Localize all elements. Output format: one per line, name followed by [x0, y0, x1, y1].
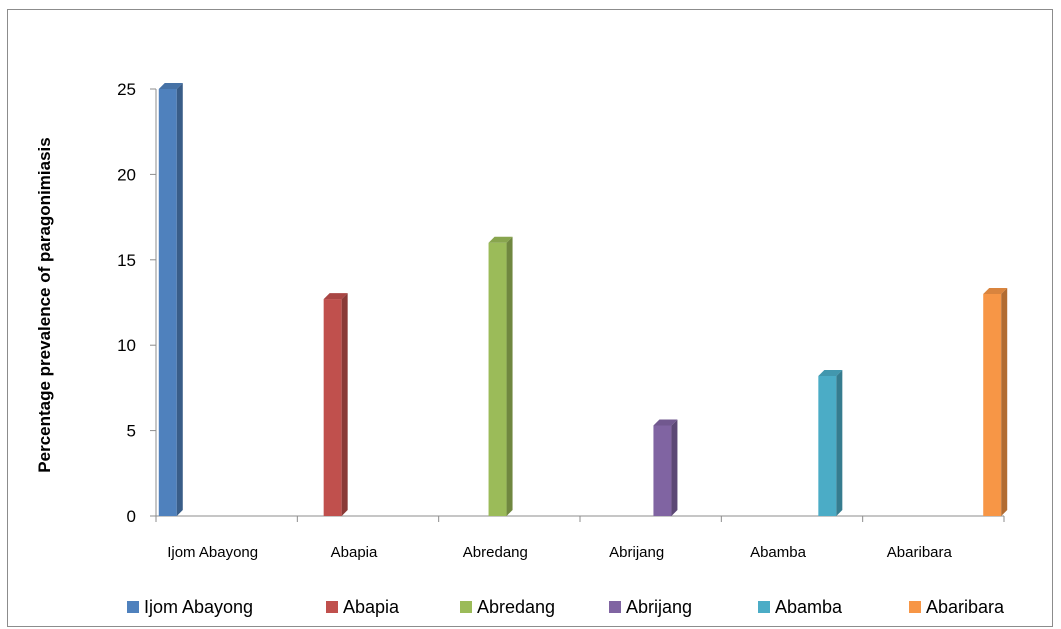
- legend: Ijom Abayong Abapia Abredang Abrijang Abamba…: [127, 597, 1005, 617]
- bar-side: [836, 369, 843, 516]
- bar: [818, 369, 843, 516]
- legend-label: Abaribara: [926, 597, 1005, 617]
- legend-swatch: [609, 601, 621, 613]
- y-tick-label: 5: [127, 422, 136, 441]
- y-tick-label: 15: [117, 251, 136, 270]
- bar-front: [323, 299, 342, 516]
- legend-label: Abredang: [477, 597, 555, 617]
- legend-swatch: [127, 601, 139, 613]
- legend-swatch: [758, 601, 770, 613]
- bar-top: [983, 287, 1008, 294]
- legend-label: Abapia: [343, 597, 400, 617]
- legend-label: Ijom Abayong: [144, 597, 253, 617]
- x-tick-label: Abaribara: [887, 544, 953, 561]
- bar-top: [323, 293, 348, 300]
- x-tick-label: Abredang: [463, 544, 528, 561]
- bar: [653, 419, 678, 516]
- x-tick-label: Abamba: [750, 544, 807, 561]
- bar-top: [653, 419, 678, 426]
- axes: 0 5 10 15 20 25 Ijom Abayong Abapia Abredang Abri…: [117, 80, 1005, 561]
- bar-front: [818, 375, 837, 516]
- x-tick-label: Abrijang: [609, 544, 664, 561]
- bar-side: [1001, 287, 1008, 516]
- legend-swatch: [460, 601, 472, 613]
- bar-front: [488, 242, 507, 516]
- bar-side: [671, 419, 678, 516]
- x-tick-label: Abapia: [331, 544, 378, 561]
- bar-top: [818, 369, 843, 376]
- bar: [323, 293, 348, 516]
- bar: [158, 83, 183, 516]
- y-tick-label: 25: [117, 80, 136, 99]
- bar-side: [341, 293, 348, 516]
- y-axis-title: Percentage prevalence of paragonimiasis: [35, 137, 54, 472]
- legend-swatch: [909, 601, 921, 613]
- y-tick-label: 20: [117, 165, 136, 184]
- y-tick-label: 0: [127, 507, 136, 526]
- bar-front: [158, 89, 177, 516]
- legend-label: Abrijang: [626, 597, 692, 617]
- bars: [158, 83, 1008, 516]
- bar-side: [176, 83, 183, 516]
- bar-front: [653, 425, 672, 516]
- legend-swatch: [326, 601, 338, 613]
- bar: [983, 287, 1008, 516]
- bar-top: [488, 236, 513, 243]
- bar-top: [158, 83, 183, 89]
- bar-side: [506, 236, 513, 516]
- x-tick-label: Ijom Abayong: [167, 544, 258, 561]
- bar: [488, 236, 513, 516]
- bar-front: [983, 293, 1002, 516]
- legend-label: Abamba: [775, 597, 843, 617]
- y-tick-label: 10: [117, 336, 136, 355]
